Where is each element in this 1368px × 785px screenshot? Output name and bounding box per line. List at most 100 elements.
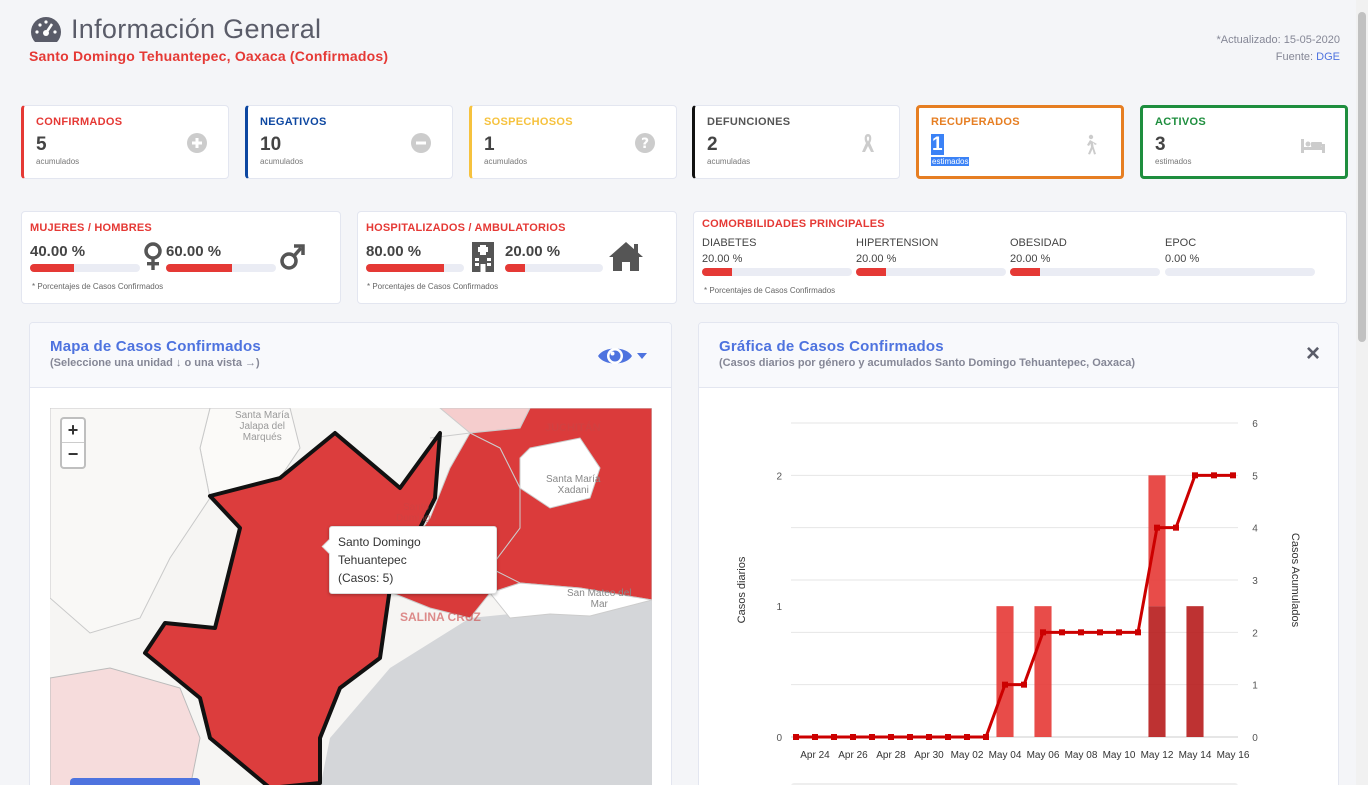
y2-tick-label: 4 — [1252, 524, 1258, 535]
comorb-bar-obesidad — [1010, 268, 1160, 276]
cumulative-point — [1211, 472, 1217, 479]
map-shapes[interactable] — [50, 408, 652, 785]
x-tick-label: Apr 30 — [914, 750, 944, 761]
chart-panel: Gráfica de Casos Confirmados (Casos diar… — [698, 322, 1339, 785]
comorbidities-label: COMORBILIDADES PRINCIPALES — [702, 218, 885, 230]
comorbidities-box: COMORBILIDADES PRINCIPALES — [693, 211, 1347, 304]
gender-note: * Porcentajes de Casos Confirmados — [32, 282, 164, 291]
stat-label: CONFIRMADOS — [36, 116, 123, 128]
bar-hombres — [1186, 606, 1204, 737]
cumulative-point — [1002, 681, 1008, 688]
scrollbar-track[interactable] — [1356, 0, 1368, 785]
y2-tick-label: 0 — [1252, 733, 1258, 744]
male-icon — [280, 244, 305, 270]
stat-sub: estimados — [1155, 157, 1192, 166]
female-icon — [144, 242, 162, 270]
stat-label: NEGATIVOS — [260, 116, 327, 128]
cumulative-point — [1097, 629, 1103, 636]
x-tick-label: May 04 — [989, 750, 1022, 761]
stat-label: SOSPECHOSOS — [484, 116, 573, 128]
map-label: SALINA CRUZ — [400, 610, 481, 624]
x-tick-label: May 12 — [1141, 750, 1174, 761]
comorb-bar-hipertension — [856, 268, 1006, 276]
hospitalized-pct: 80.00 % — [366, 243, 422, 260]
x-tick-label: May 08 — [1065, 750, 1098, 761]
map-label: JUCHITÁN — [545, 422, 601, 434]
stat-value: 2 — [707, 134, 718, 155]
stat-card-defunciones: DEFUNCIONES 2 acumuladas — [692, 105, 900, 179]
stat-sub: acumulados — [260, 157, 304, 166]
y-tick-label: 2 — [776, 471, 782, 482]
cases-chart[interactable]: 0 1 2 3 4 5 6 0 1 2 Casos diarios Casos Acumulados A… — [699, 388, 1339, 785]
cumulative-point — [1021, 681, 1027, 688]
chart-panel-subtitle: (Casos diarios por género y acumulados S… — [719, 357, 1136, 369]
y2-tick-label: 3 — [1252, 576, 1258, 587]
x-tick-label: Apr 24 — [800, 750, 830, 761]
comorbidities-note: * Porcentajes de Casos Confirmados — [704, 286, 836, 295]
stat-card-negativos: NEGATIVOS 10 acumulados — [245, 105, 453, 179]
ambulatory-bar — [505, 264, 603, 272]
zoom-out-button[interactable]: − — [67, 444, 79, 464]
gender-box: MUJERES / HOMBRES — [21, 211, 341, 304]
house-icon — [609, 242, 643, 271]
cumulative-point — [831, 734, 837, 740]
x-tick-label: May 14 — [1179, 750, 1212, 761]
y2-axis-title: Casos Acumulados — [1289, 533, 1301, 628]
stat-value: 10 — [260, 134, 282, 155]
stat-value: 3 — [1155, 134, 1166, 155]
walking-icon — [1087, 134, 1097, 155]
map-panel-subtitle: (Seleccione una unidad ↓ o una vista →) — [50, 357, 260, 369]
close-icon[interactable]: × — [1305, 340, 1320, 367]
hospitalized-bar — [366, 264, 464, 272]
hospital-icon — [472, 242, 494, 272]
comorb-bar-epoc — [1165, 268, 1315, 276]
eye-icon[interactable] — [596, 343, 634, 369]
stat-sub: acumulados — [484, 157, 528, 166]
map-panel-title: Mapa de Casos Confirmados — [50, 338, 261, 355]
bed-icon — [1301, 139, 1325, 153]
cumulative-point — [1230, 472, 1236, 479]
comorb-name-hipertension: HIPERTENSION — [856, 237, 939, 249]
caret-down-icon[interactable] — [637, 353, 647, 359]
view-dropdown[interactable] — [596, 343, 647, 369]
cumulative-point — [1059, 629, 1065, 636]
source-link[interactable]: DGE — [1316, 51, 1340, 63]
bar-mujeres — [1034, 606, 1052, 737]
comorb-pct-diabetes: 20.00 % — [702, 253, 743, 265]
y-axis-title: Casos diarios — [736, 556, 748, 623]
chart-panel-title: Gráfica de Casos Confirmados — [719, 338, 944, 355]
map-label: Santa María Xadani — [546, 474, 601, 496]
bar-mujeres — [996, 606, 1014, 737]
cumulative-point — [1040, 629, 1046, 636]
map-unit-select[interactable] — [70, 778, 200, 785]
map-canvas[interactable]: Santa María Jalapa del Marqués JUCHITÁN Sa… — [50, 408, 652, 785]
women-pct: 40.00 % — [30, 243, 86, 260]
zoom-in-button[interactable]: + — [62, 419, 84, 443]
gender-label: MUJERES / HOMBRES — [30, 222, 152, 234]
page-subtitle: Santo Domingo Tehuantepec, Oaxaca (Confi… — [29, 48, 389, 64]
y2-tick-label: 2 — [1252, 628, 1258, 639]
hospital-box: HOSPITALIZADOS / AMBULATORIOS — [357, 211, 677, 304]
stat-sub: estimados — [931, 157, 970, 166]
comorb-bar-diabetes — [702, 268, 852, 276]
cumulative-point — [793, 734, 799, 740]
bar-hombres — [1148, 606, 1166, 737]
page-header: Información General Santo Domingo Tehuan… — [29, 14, 388, 64]
update-info: *Actualizado: 15-05-2020 Fuente: DGE — [1216, 32, 1340, 66]
cumulative-point — [964, 734, 970, 740]
comorb-pct-hipertension: 20.00 % — [856, 253, 897, 265]
x-tick-label: Apr 28 — [876, 750, 906, 761]
cumulative-point — [1154, 524, 1160, 531]
updated-date: *Actualizado: 15-05-2020 — [1216, 34, 1340, 46]
hospital-note: * Porcentajes de Casos Confirmados — [367, 282, 499, 291]
stat-card-sospechosos: SOSPECHOSOS 1 acumulados ? — [469, 105, 677, 179]
svg-text:?: ? — [641, 136, 649, 152]
stat-sub: acumulados — [36, 157, 80, 166]
zoom-control: + − — [60, 417, 86, 469]
cumulative-point — [1192, 472, 1198, 479]
scrollbar-thumb[interactable] — [1358, 12, 1366, 342]
plus-circle-icon — [187, 133, 207, 153]
cumulative-point — [1135, 629, 1141, 636]
stat-label: ACTIVOS — [1155, 116, 1206, 128]
x-tick-label: May 10 — [1103, 750, 1136, 761]
